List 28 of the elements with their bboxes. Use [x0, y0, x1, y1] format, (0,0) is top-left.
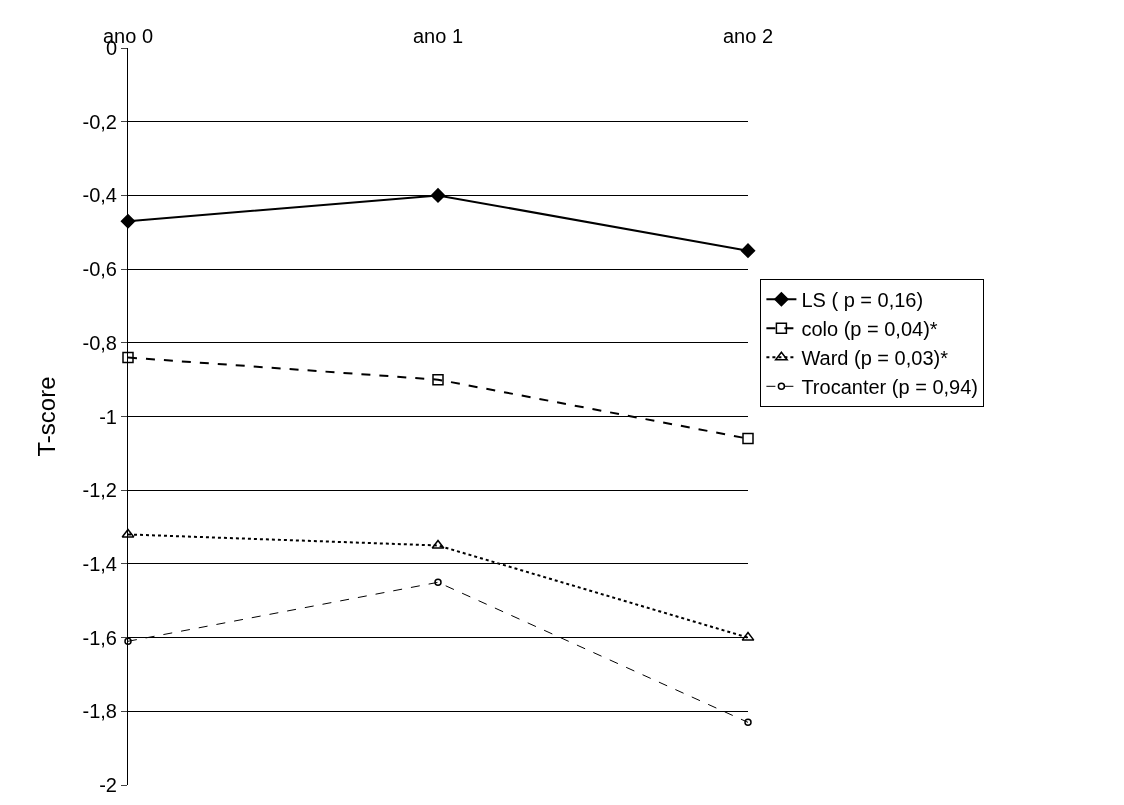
x-tick-label: ano 2	[722, 25, 774, 47]
point	[121, 528, 135, 538]
y-tick-label: -1	[99, 405, 117, 428]
legend-label: colo (p = 0,04)*	[801, 318, 938, 341]
y-tick-label: -0,6	[82, 258, 117, 281]
point	[741, 631, 755, 641]
point	[124, 637, 132, 646]
point	[432, 373, 444, 386]
legend-label: Ward (p = 0,03)*	[801, 347, 949, 370]
legend-label: LS ( p = 0,16)	[801, 289, 924, 312]
point	[740, 243, 756, 258]
y-tick-label: -1,2	[82, 479, 117, 502]
point	[122, 351, 134, 364]
y-tick-label: -1,6	[82, 626, 117, 649]
point	[434, 578, 442, 587]
y-tick-label: -2	[99, 774, 117, 796]
y-axis-title: T-score	[32, 376, 60, 457]
y-tick-label: -0,2	[82, 110, 117, 133]
point	[431, 539, 445, 549]
legend-label: Trocanter (p = 0,94)	[801, 376, 978, 399]
y-tick-label: -1,8	[82, 700, 117, 723]
x-tick-label: ano 1	[412, 25, 464, 47]
point	[744, 718, 752, 727]
y-tick-label: -1,4	[82, 552, 117, 575]
point	[430, 188, 446, 203]
point	[742, 432, 754, 445]
y-tick-label: -0,4	[82, 184, 117, 207]
y-tick-label: -0,8	[82, 331, 117, 354]
